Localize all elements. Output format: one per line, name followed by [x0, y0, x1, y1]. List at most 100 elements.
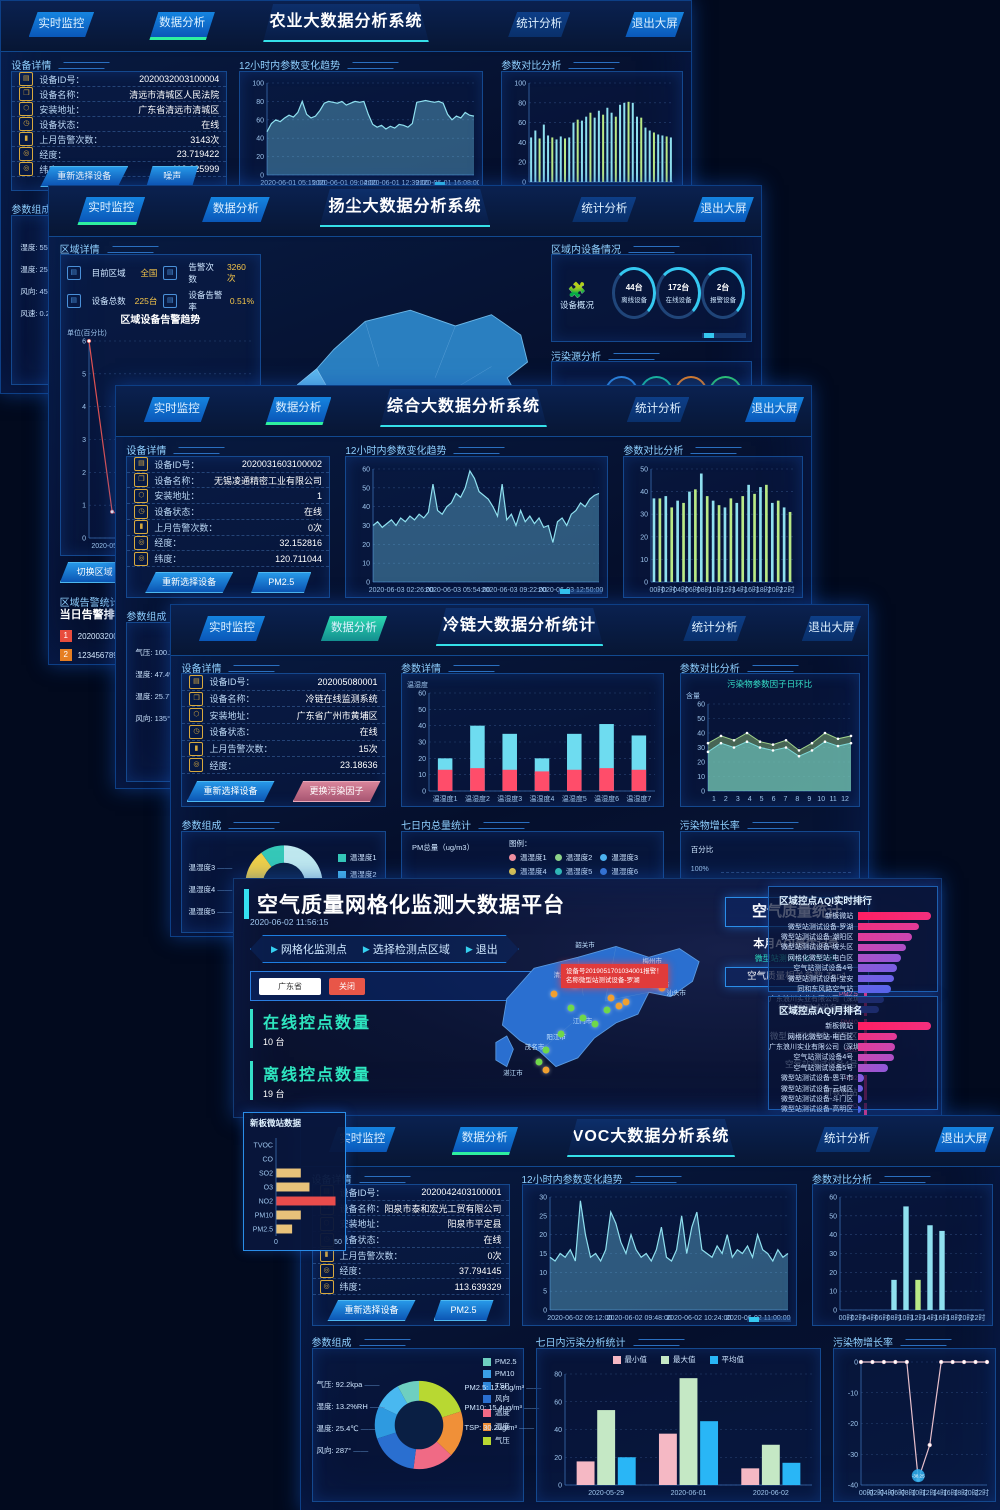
close-button[interactable]: 关闭	[329, 977, 365, 995]
tab-realtime[interactable]: 实时监控	[144, 397, 210, 422]
svg-text:6: 6	[82, 339, 86, 346]
device-dot[interactable]	[615, 1002, 623, 1010]
device-dots	[474, 912, 714, 1112]
rank-row: 空气站测试设备5号	[769, 1063, 931, 1073]
tab-stats[interactable]: 统计分析	[508, 12, 570, 37]
rank-bar	[858, 922, 920, 931]
tab-stats[interactable]: 统计分析	[816, 1127, 879, 1152]
tab-realtime[interactable]: 实时监控	[199, 616, 265, 641]
svg-text:80: 80	[256, 99, 264, 106]
tab-exit[interactable]: 退出大屏	[625, 12, 684, 37]
chart-scrollbar[interactable]	[557, 589, 602, 594]
nav-item[interactable]: ▶ 退出	[465, 943, 498, 956]
svg-text:40: 40	[829, 1232, 837, 1239]
action-button[interactable]: 噪声	[146, 166, 199, 187]
chart-scrollbar[interactable]	[702, 333, 747, 338]
tab-analysis[interactable]: 数据分析	[202, 197, 270, 222]
field-icon: ⬡	[189, 708, 204, 723]
tab-stats[interactable]: 统计分析	[683, 616, 746, 641]
tab-analysis[interactable]: 数据分析	[321, 616, 387, 641]
legend-item: PM10	[482, 1369, 517, 1378]
device-count-ring: 44台 离线设备	[611, 267, 657, 319]
device-dot[interactable]	[622, 998, 630, 1006]
svg-text:2020-05-29: 2020-05-29	[588, 1490, 624, 1497]
tab-stats[interactable]: 统计分析	[627, 397, 690, 422]
alarm-trend-title: 区域设备告警趋势	[120, 315, 201, 326]
device-dot[interactable]	[542, 1066, 550, 1074]
action-button[interactable]: PM2.5	[251, 572, 312, 593]
header: 实时监控 数据分析 扬尘大数据分析系统 统计分析 退出大屏	[49, 186, 761, 237]
section-compose: 参数组成	[312, 1334, 408, 1349]
section-device-details: 设备详情	[126, 442, 222, 457]
device-detail-list: ▤ 设备ID号： 202005080001 ❒ 设备名称： 冷链在线监测系统 ⬡ 安装地…	[182, 674, 385, 775]
rank-bar	[858, 1105, 862, 1114]
device-detail-row: ▤ 设备ID号： 2020031603100002	[127, 457, 329, 473]
device-detail-list: ▤ 设备ID号： 2020032003100004 ❒ 设备名称： 清远市清城区人民法…	[12, 72, 227, 177]
svg-text:1: 1	[82, 503, 86, 510]
action-button[interactable]: 更换污染因子	[292, 781, 381, 802]
action-button[interactable]: PM2.5	[433, 1300, 494, 1321]
legend-item: 温度	[482, 1407, 517, 1418]
field-icon: ◎	[319, 1263, 334, 1278]
action-button[interactable]: 重新选择设备	[327, 1300, 416, 1321]
province-select[interactable]: 广东省	[259, 977, 321, 995]
tab-exit[interactable]: 退出大屏	[802, 616, 861, 641]
svg-text:08时: 08时	[887, 1313, 902, 1322]
device-detail-row: ❒ 设备名称： 无锡凌通精密工业有限公司	[127, 473, 329, 489]
action-button[interactable]: 重新选择设备	[186, 781, 275, 802]
param-label: 温度: 25.7℃	[135, 691, 203, 702]
rank-row: 空气站测试设备4号	[769, 1052, 931, 1062]
rank-row: 网格化微型站-电白区	[769, 953, 931, 963]
svg-text:2020-06-03 05:54:00: 2020-06-03 05:54:00	[426, 587, 491, 594]
device-dot[interactable]	[591, 1020, 599, 1028]
action-button[interactable]: 重新选择设备	[145, 572, 234, 593]
device-dot[interactable]	[542, 1046, 550, 1054]
compose-donut	[371, 1369, 467, 1481]
device-dot[interactable]	[535, 1058, 543, 1066]
field-icon: ▤	[189, 674, 204, 689]
device-detail-row: ◎ 经度： 23.18636	[182, 757, 385, 775]
rank-row: 微型站测试设备-恩平市	[769, 1073, 931, 1083]
nav-item[interactable]: ▶ 选择检测点区域	[362, 943, 450, 956]
trend-box: 0 5 10 15 20 25 30 2020-06-02 09:12:00 2020-06-0…	[521, 1184, 797, 1326]
tab-realtime[interactable]: 实时监控	[77, 197, 145, 225]
tab-analysis[interactable]: 数据分析	[149, 12, 215, 40]
field-icon: ❒	[134, 473, 149, 488]
section-alarm-stats: 区域告警统计	[60, 594, 176, 609]
device-dot[interactable]	[567, 1004, 575, 1012]
svg-text:25: 25	[539, 1213, 547, 1220]
svg-text:80: 80	[518, 100, 526, 107]
tab-exit[interactable]: 退出大屏	[693, 197, 754, 222]
rank-bar	[858, 1095, 862, 1103]
device-dot[interactable]	[603, 1006, 611, 1014]
device-dot[interactable]	[607, 994, 615, 1002]
alarm-rank-item: 2 1234567890…	[59, 649, 259, 661]
arrow-icon: ▶	[465, 943, 473, 954]
guangdong-map[interactable]: 韶关市梅州市河源市清远市汕头市揭阳市湛江市茂名市阳江市江门市 设备号201905…	[474, 912, 714, 1112]
nav-item[interactable]: ▶ 网格化监测点	[271, 943, 347, 956]
tab-analysis[interactable]: 数据分析	[265, 397, 331, 425]
device-details-box: ▤ 设备ID号： 2020031603100002 ❒ 设备名称： 无锡凌通精密工业有…	[126, 456, 330, 598]
svg-text:22时: 22时	[780, 585, 795, 594]
field-icon: ◎	[19, 147, 34, 161]
svg-text:60: 60	[418, 691, 426, 698]
chart-scrollbar[interactable]	[746, 1317, 791, 1322]
svg-text:0: 0	[82, 536, 86, 543]
device-dot[interactable]	[579, 1014, 587, 1022]
trend-box: 0 20 40 60 80 100 2020-06-01 05:15:00 2020-06-0…	[239, 71, 483, 191]
tab-realtime[interactable]: 实时监控	[29, 12, 95, 37]
device-buttons: 重新选择设备 PM2.5	[313, 1300, 509, 1321]
tab-stats[interactable]: 统计分析	[572, 197, 636, 222]
week-ylabel: PM总量（ug/m3）	[412, 843, 475, 852]
tab-exit[interactable]: 退出大屏	[935, 1127, 995, 1152]
svg-text:02时: 02时	[851, 1313, 866, 1322]
chart-scrollbar[interactable]	[432, 182, 477, 187]
tab-exit[interactable]: 退出大屏	[745, 397, 804, 422]
svg-text:-30: -30	[848, 1452, 858, 1459]
action-button[interactable]: 重新选择设备	[40, 166, 129, 187]
tab-analysis[interactable]: 数据分析	[452, 1127, 519, 1155]
rank-row: 空气站测试设备4号	[769, 963, 931, 973]
device-dot[interactable]	[550, 990, 558, 998]
growth-tick: 100%	[690, 866, 709, 873]
device-dot[interactable]	[557, 1030, 565, 1038]
